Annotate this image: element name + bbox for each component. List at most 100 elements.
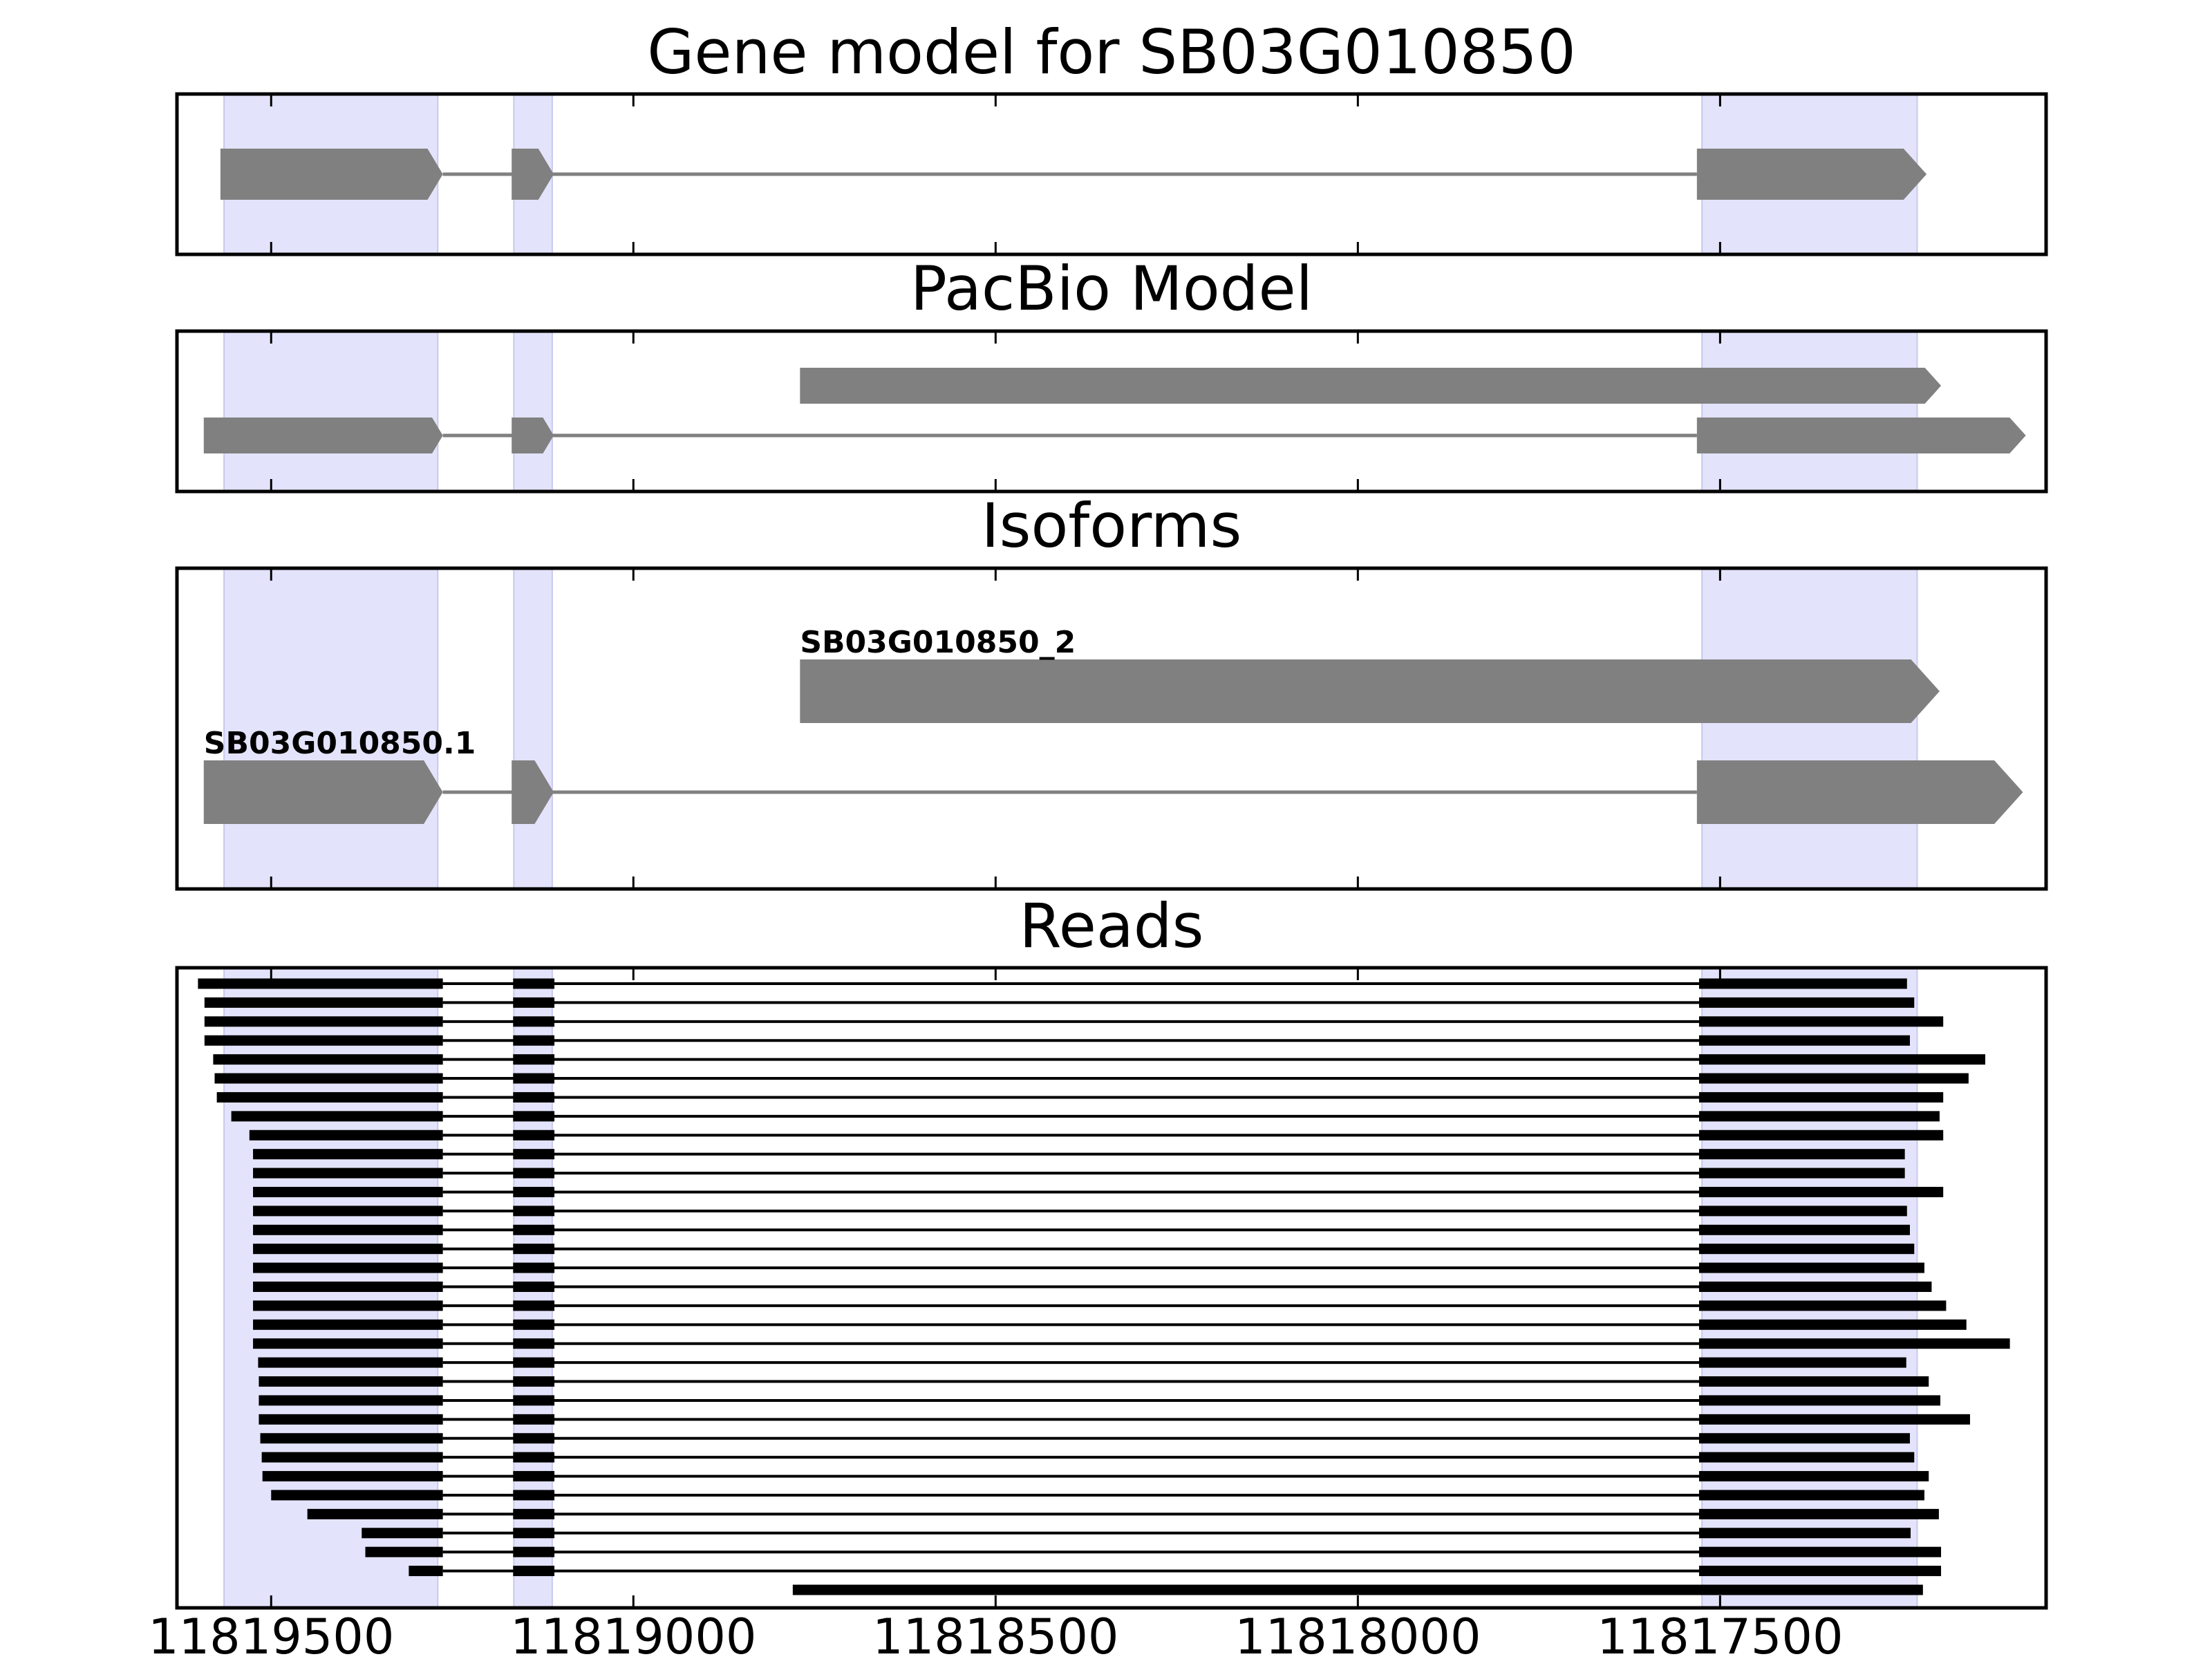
read-block: [1698, 1149, 1905, 1160]
transcript: SB03G010850.1: [203, 726, 2023, 824]
read-block: [1698, 1300, 1947, 1311]
read-block: [258, 1357, 443, 1368]
read-block: [513, 997, 555, 1008]
read-block: [1698, 1168, 1905, 1179]
read-block: [249, 1130, 443, 1141]
panel-title: Gene model for SB03G010850: [647, 17, 1576, 88]
transcript: SB03G010850_2: [800, 625, 1940, 723]
read-block: [262, 1471, 443, 1482]
read-block: [1698, 1035, 1910, 1046]
reads-panel: Reads: [175, 890, 2048, 1610]
read-block: [513, 1035, 555, 1046]
read: [261, 1452, 1915, 1463]
x-tick-label: 11817500: [1597, 1609, 1843, 1659]
read: [231, 1111, 1940, 1122]
read-block: [1698, 1546, 1942, 1557]
read-block: [1698, 1433, 1910, 1444]
read-block: [271, 1490, 443, 1501]
read-block: [513, 1073, 555, 1084]
read-block: [1698, 1244, 1915, 1255]
read-block: [409, 1566, 443, 1577]
read-block: [1698, 1452, 1915, 1463]
shaded-region: [223, 330, 439, 492]
x-tick-label: 11818000: [1235, 1609, 1481, 1659]
exon: [512, 418, 554, 453]
read-block: [253, 1338, 443, 1349]
read: [260, 1433, 1910, 1444]
read: [253, 1300, 1947, 1311]
read-block: [1698, 1357, 1906, 1368]
read-block: [513, 1338, 555, 1349]
exon: [220, 149, 443, 200]
read-block: [253, 1282, 443, 1292]
transcript: [203, 418, 2026, 453]
read-block: [231, 1111, 443, 1122]
read-block: [204, 1016, 443, 1027]
read-block: [1698, 1490, 1924, 1501]
read: [307, 1508, 1939, 1519]
exon: [203, 760, 443, 824]
panel-frame: [175, 966, 2048, 1610]
read-block: [513, 1149, 555, 1160]
read: [262, 1471, 1929, 1482]
read-block: [513, 1282, 555, 1292]
read-block: [1698, 978, 1907, 989]
read: [259, 1395, 1940, 1406]
read-block: [1698, 1130, 1944, 1141]
exon: [512, 760, 554, 824]
read-block: [307, 1508, 443, 1519]
read-block: [513, 1490, 555, 1501]
read: [253, 1224, 1910, 1235]
gene-model-panel: Gene model for SB03G010850: [175, 17, 2048, 256]
read-block: [1698, 1073, 1969, 1084]
read-block: [259, 1414, 443, 1425]
read-block: [513, 1262, 555, 1273]
read-block: [513, 1016, 555, 1027]
read-block: [259, 1376, 443, 1387]
read-block: [513, 1300, 555, 1311]
read-block: [513, 978, 555, 989]
read-block: [1698, 1262, 1924, 1273]
read-block: [513, 1111, 555, 1122]
read-block: [1698, 1054, 1985, 1065]
x-tick-label: 11819000: [510, 1609, 756, 1659]
isoform-label: SB03G010850.1: [204, 726, 476, 761]
read: [253, 1149, 1905, 1160]
read-block: [253, 1300, 443, 1311]
read-block: [513, 1357, 555, 1368]
read-block: [1698, 997, 1915, 1008]
shaded-region: [513, 330, 553, 492]
read-block: [362, 1528, 443, 1539]
read: [253, 1206, 1907, 1217]
read-block: [513, 1508, 555, 1519]
read-block: [1698, 1091, 1944, 1103]
exon: [800, 659, 1940, 723]
read-block: [253, 1319, 443, 1330]
read: [253, 1186, 1944, 1197]
x-tick-label: 11819500: [148, 1609, 394, 1659]
transcript: [220, 149, 1927, 200]
shaded-region: [1701, 330, 1918, 492]
read-block: [253, 1262, 443, 1273]
read-block: [1698, 1319, 1967, 1330]
read-block: [513, 1452, 555, 1463]
read-block: [253, 1224, 443, 1235]
read: [253, 1282, 1932, 1292]
read: [249, 1130, 1944, 1141]
pacbio-model-panel: PacBio Model: [175, 253, 2048, 494]
read: [253, 1262, 1924, 1273]
panel-frame: [175, 329, 2048, 494]
x-axis-tick-labels: 11819500 11819000 11818500 11818000 11817500: [148, 1609, 1843, 1659]
read-block: [513, 1130, 555, 1141]
read-block: [253, 1244, 443, 1255]
read-block: [1698, 1111, 1940, 1122]
read: [271, 1490, 1924, 1501]
read-block: [1698, 1338, 2010, 1349]
read-block: [513, 1433, 555, 1444]
read-block: [513, 1395, 555, 1406]
read: [198, 978, 1907, 989]
exon: [1696, 760, 2023, 824]
read: [214, 1073, 1969, 1084]
read-block: [513, 1566, 555, 1577]
